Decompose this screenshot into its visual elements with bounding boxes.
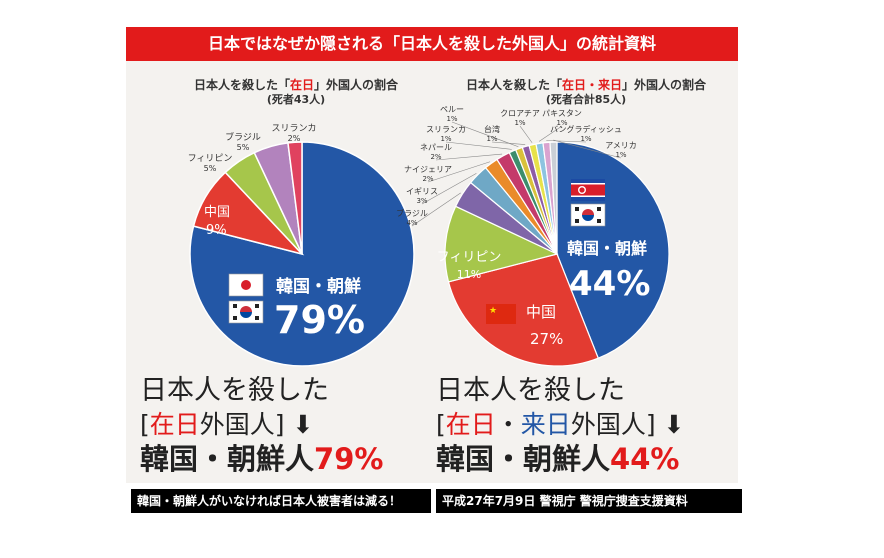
pie2-label-13: アメリカ: [605, 141, 637, 150]
pie1-label-0: 韓国・朝鮮: [276, 276, 361, 297]
chart-panel: 日本人を殺した「在日」外国人の割合 (死者43人) 日本人を殺した「在日・来日」外国…: [126, 61, 738, 483]
pie1-label-3: ブラジル: [225, 131, 261, 143]
pie2-label-11: パキスタン: [542, 109, 582, 118]
pie2-china-flag: ★: [486, 304, 516, 324]
pie1-slice-4: [287, 141, 303, 255]
pie1-japan-flag: [228, 273, 264, 297]
pie2-value-0: 44%: [569, 264, 650, 304]
pie1-label-4: スリランカ: [271, 123, 316, 134]
pie2-label-6: ネパール: [420, 143, 452, 152]
pie2-value-2: 11%: [457, 268, 481, 281]
pie2-leader-7: [445, 141, 512, 150]
pie2-leader-13: [553, 139, 622, 159]
pie2-label-3: ブラジル: [396, 208, 428, 218]
pie2-leader-6: [435, 153, 503, 161]
pie1-label-2: フィリピン: [188, 153, 233, 164]
pie2-leader-3: [411, 192, 461, 227]
svg-text:★: ★: [489, 306, 497, 316]
pie1-label-1: 中国: [204, 205, 230, 220]
headline-1-line2: [在日外国人] ⬇: [140, 410, 313, 439]
chart-subtitle-2: (死者合計85人): [546, 92, 626, 106]
pie1-value-0: 79%: [274, 298, 365, 342]
pie2-label-4: イギリス: [406, 187, 438, 196]
pie2-value-8: 1%: [446, 115, 457, 123]
pie2-value-11: 1%: [556, 119, 567, 127]
pie2-label-7: スリランカ: [426, 125, 466, 134]
pie2-value-7: 1%: [440, 135, 451, 143]
pie1-value-2: 5%: [204, 164, 217, 173]
pie2-leader-5: [427, 161, 491, 183]
chart-title-1: 日本人を殺した「在日」外国人の割合: [194, 77, 399, 92]
pie2-value-4: 3%: [416, 197, 427, 205]
pie2-label-12: バングラディッシュ: [550, 124, 622, 134]
pie2-leader-10: [519, 125, 533, 143]
pie2-label-5: ナイジェリア: [404, 165, 452, 174]
caption-source: 平成27年7月9日 警視庁 警視庁捜査支援資料: [436, 489, 742, 513]
pie2-value-12: 1%: [580, 135, 591, 143]
pie2-label-10: クロアチア: [500, 109, 540, 118]
pie2-leader-11: [538, 125, 563, 142]
pie2-leader-12: [546, 140, 587, 143]
pie1-value-3: 5%: [237, 143, 250, 152]
pie2-nk-flag: [571, 179, 605, 201]
pie2-label-9: 台湾: [484, 124, 500, 134]
pie2-value-6: 2%: [430, 153, 441, 161]
pie2-value-3: 4%: [406, 219, 417, 227]
pie2-label-2: フィリピン: [437, 250, 502, 265]
pie2-label-0: 韓国・朝鮮: [567, 239, 647, 258]
pie2-slice-13: [549, 141, 558, 255]
pie2-leader-4: [421, 173, 477, 205]
pie2-label-8: ペルー: [440, 105, 464, 114]
headline-1-line1: 日本人を殺した: [140, 375, 329, 406]
pie2-value-10: 1%: [514, 119, 525, 127]
page-banner: 日本ではなぜか隠される「日本人を殺した外国人」の統計資料: [126, 27, 738, 61]
pie1-value-4: 2%: [288, 134, 301, 143]
pie2-leader-8: [451, 121, 519, 148]
headline-1-line3: 韓国・朝鮮人79%: [140, 442, 383, 476]
chart-title-2: 日本人を殺した「在日・来日」外国人の割合: [466, 77, 707, 92]
pie2-value-1: 27%: [530, 330, 563, 348]
pie2-value-5: 2%: [422, 175, 433, 183]
pie2-slice-2: [444, 205, 559, 283]
chart-subtitle-1: (死者43人): [267, 92, 325, 106]
caption-left: 韓国・朝鮮人がいなければ日本人被害者は減る！: [131, 489, 431, 513]
headline-2-line2: [在日・来日外国人] ⬇: [436, 410, 684, 439]
pie2-value-9: 1%: [486, 135, 497, 143]
pie1-korea-flag: [228, 300, 264, 324]
charts-canvas: 日本人を殺した「在日」外国人の割合(死者43人) 日本人を殺した「在日・来日」外国…: [140, 77, 707, 476]
pie2-value-13: 1%: [615, 151, 626, 159]
headline-2-line1: 日本人を殺した: [436, 375, 625, 406]
pie2-leader-9: [491, 141, 526, 145]
headline-2-line3: 韓国・朝鮮人44%: [436, 442, 679, 476]
pie2-label-1: 中国: [526, 303, 556, 321]
pie2-slice-1: [447, 253, 600, 367]
pie2-korea-flag: [570, 203, 606, 227]
pie1-value-1: 9%: [206, 223, 227, 238]
